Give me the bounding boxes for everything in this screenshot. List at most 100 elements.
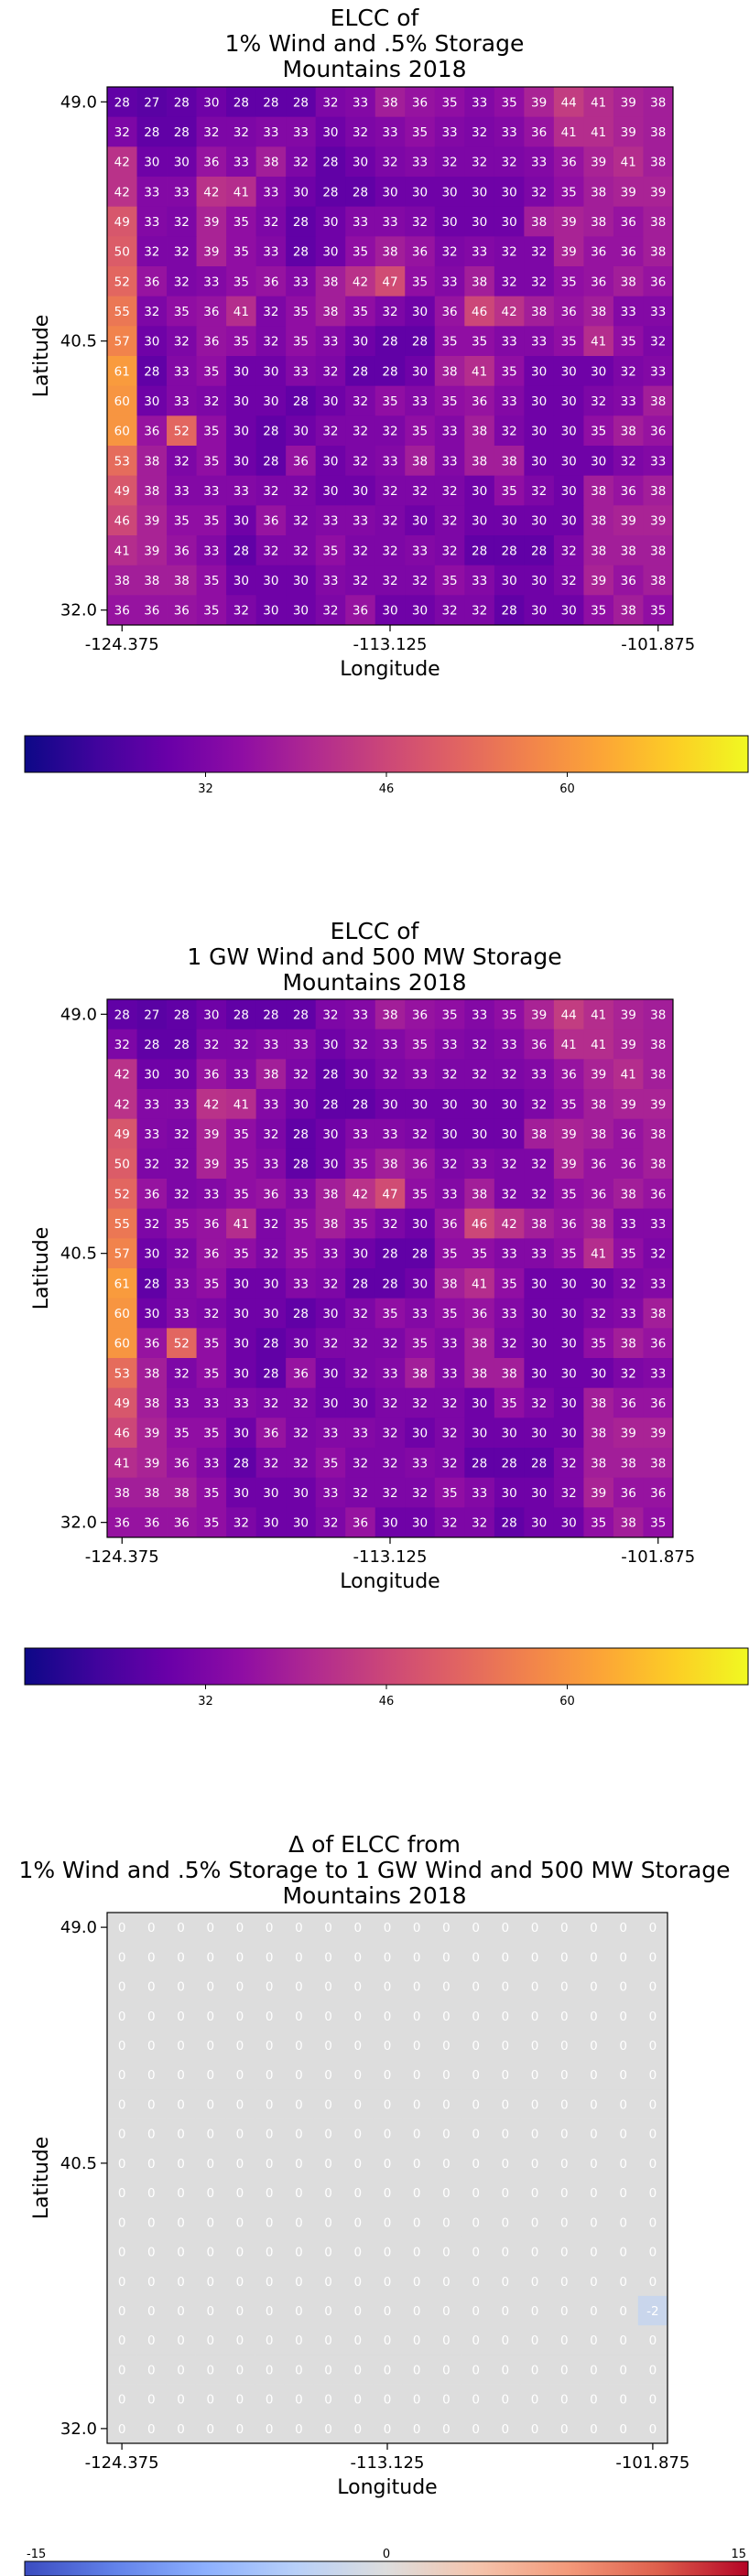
cell-value-label: 32 bbox=[263, 1396, 278, 1411]
cell-value-label: 0 bbox=[413, 2304, 421, 2319]
heatmap-cell bbox=[226, 1148, 257, 1180]
heatmap-cell bbox=[549, 2295, 580, 2326]
heatmap-cell bbox=[345, 1268, 376, 1299]
heatmap-cell bbox=[434, 1358, 465, 1389]
cell-value-label: 0 bbox=[266, 2157, 274, 2172]
heatmap-cell bbox=[226, 1029, 257, 1060]
cell-value-label: 0 bbox=[236, 2333, 244, 2348]
cell-value-label: 0 bbox=[619, 1921, 627, 1935]
heatmap-cell bbox=[405, 1208, 436, 1239]
heatmap-cell bbox=[490, 1971, 521, 2002]
cell-value-label: 0 bbox=[206, 2097, 214, 2112]
heatmap-cell bbox=[405, 595, 436, 626]
heatmap-cell bbox=[196, 356, 227, 387]
cell-value-label: 0 bbox=[147, 2039, 156, 2053]
heatmap-cell bbox=[136, 415, 168, 447]
heatmap-cell bbox=[643, 999, 674, 1030]
heatmap-cell bbox=[255, 1417, 287, 1449]
heatmap-cell bbox=[226, 505, 257, 536]
colorbar: 32 46 60 bbox=[24, 1647, 749, 1708]
cell-value-label: 0 bbox=[236, 1950, 244, 1965]
cell-value-label: 33 bbox=[293, 364, 309, 379]
heatmap-cell bbox=[524, 87, 555, 118]
heatmap-cell bbox=[107, 296, 137, 327]
heatmap-cell bbox=[461, 2236, 492, 2268]
heatmap-cell bbox=[583, 505, 614, 536]
cell-value-label: 32 bbox=[114, 125, 130, 140]
heatmap-cell bbox=[519, 2325, 550, 2355]
cell-value-label: 33 bbox=[203, 544, 219, 558]
cell-value-label: 42 bbox=[502, 305, 517, 319]
heatmap-cell bbox=[195, 2148, 226, 2179]
heatmap-cell bbox=[643, 475, 674, 506]
cell-value-label: 32 bbox=[621, 364, 636, 379]
heatmap-cell bbox=[255, 2207, 285, 2237]
cell-value-label: 30 bbox=[203, 1008, 219, 1022]
heatmap-cell bbox=[224, 2266, 255, 2297]
cell-value-label: 0 bbox=[324, 1980, 332, 1995]
heatmap-cell bbox=[524, 1507, 555, 1538]
cell-value-label: 30 bbox=[531, 425, 547, 439]
cell-value-label: 32 bbox=[293, 1068, 309, 1083]
cell-value-label: 33 bbox=[233, 1396, 249, 1411]
heatmap-cell bbox=[494, 206, 525, 237]
heatmap-cell bbox=[342, 2236, 374, 2268]
heatmap-cell bbox=[286, 1208, 317, 1239]
heatmap-cell bbox=[549, 2207, 580, 2237]
cell-value-label: 0 bbox=[502, 2333, 510, 2348]
heatmap-cell bbox=[434, 1298, 465, 1329]
heatmap-cell bbox=[136, 1328, 168, 1359]
heatmap-cell bbox=[637, 2413, 668, 2444]
cell-value-label: 35 bbox=[561, 275, 577, 289]
heatmap-cell bbox=[136, 1477, 168, 1508]
heatmap-cell bbox=[643, 1089, 674, 1120]
cell-value-label: 41 bbox=[233, 1217, 249, 1232]
heatmap-cell bbox=[374, 565, 406, 596]
heatmap-cell bbox=[434, 356, 465, 387]
cell-value-label: 0 bbox=[649, 2215, 657, 2230]
heatmap-cell bbox=[494, 116, 525, 147]
heatmap-cell bbox=[613, 87, 644, 118]
cell-value-label: 41 bbox=[114, 1456, 130, 1471]
cell-value-label: 30 bbox=[441, 1127, 457, 1142]
cell-value-label: 0 bbox=[413, 2333, 421, 2348]
cell-value-label: 0 bbox=[206, 2422, 214, 2437]
cell-value-label: 35 bbox=[502, 95, 517, 110]
heatmap-cell bbox=[224, 2089, 255, 2119]
heatmap-cell bbox=[549, 1913, 580, 1943]
heatmap-cell bbox=[553, 1387, 584, 1418]
heatmap-cell bbox=[224, 2148, 255, 2179]
cell-value-label: 0 bbox=[619, 2039, 627, 2053]
cell-value-label: 0 bbox=[353, 2097, 362, 2112]
cell-value-label: 0 bbox=[531, 1980, 539, 1995]
heatmap-cell bbox=[255, 2413, 285, 2444]
cell-value-label: 0 bbox=[353, 1921, 362, 1935]
heatmap-cell bbox=[524, 236, 555, 267]
cell-value-label: 0 bbox=[502, 2128, 510, 2142]
heatmap-cell bbox=[434, 385, 465, 416]
heatmap-cell bbox=[402, 2355, 432, 2385]
cell-value-label: 49 bbox=[114, 1127, 130, 1142]
cell-value-label: 30 bbox=[144, 335, 159, 350]
heatmap-cell bbox=[519, 2030, 550, 2061]
heatmap-cell bbox=[315, 1328, 346, 1359]
cell-value-label: 30 bbox=[561, 1427, 577, 1441]
heatmap-cell bbox=[226, 1268, 257, 1299]
heatmap-cell bbox=[315, 116, 346, 147]
heatmap-cell bbox=[613, 1358, 644, 1389]
heatmap-cell bbox=[226, 999, 257, 1030]
heatmap-cell bbox=[167, 356, 197, 387]
heatmap-cell bbox=[553, 266, 584, 297]
heatmap-cell bbox=[490, 2413, 521, 2444]
heatmap-cell bbox=[196, 595, 227, 626]
heatmap-cell bbox=[549, 2000, 580, 2032]
heatmap-cell bbox=[494, 356, 525, 387]
cell-value-label: 32 bbox=[353, 544, 368, 558]
cell-value-label: 30 bbox=[412, 514, 428, 529]
cell-value-label: 0 bbox=[472, 2010, 480, 2024]
cell-value-label: 33 bbox=[441, 125, 457, 140]
cell-value-label: 0 bbox=[236, 1980, 244, 1995]
cell-value-label: 0 bbox=[442, 2097, 450, 2112]
heatmap-cell bbox=[464, 385, 495, 416]
heatmap-cell bbox=[107, 2384, 137, 2415]
